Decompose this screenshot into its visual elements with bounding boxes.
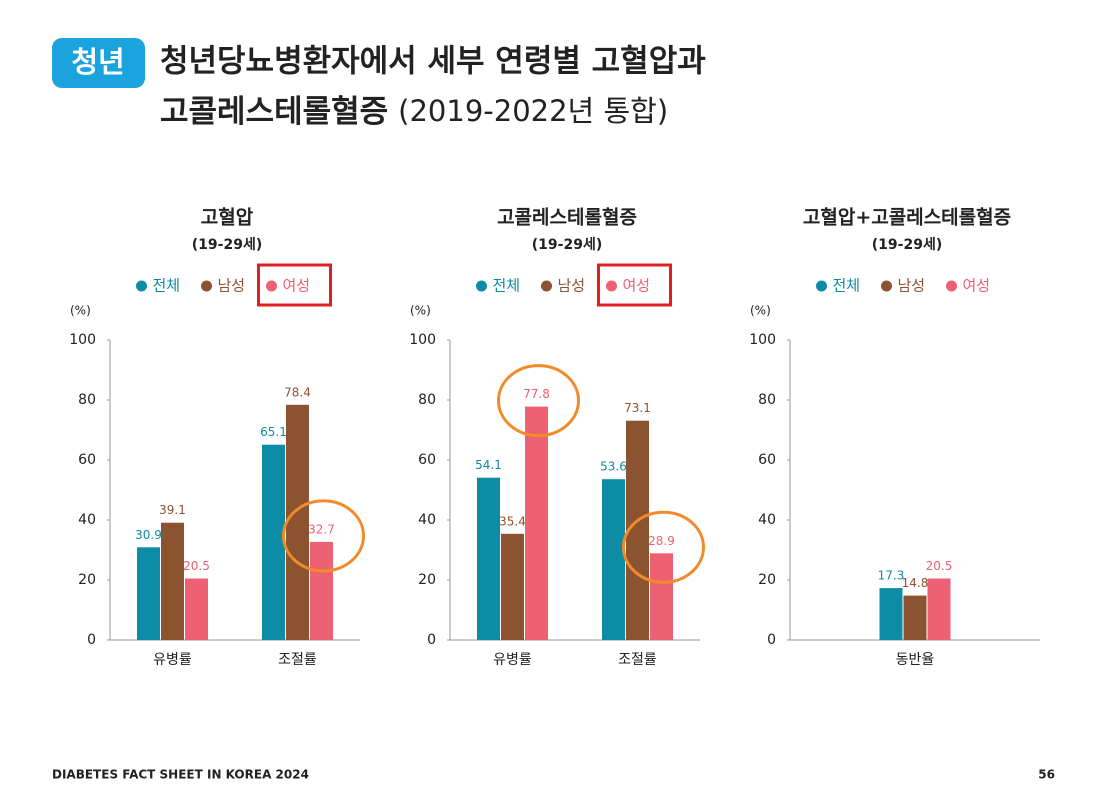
title-line1: 청년당뇨병환자에서 세부 연령별 고혈압과 xyxy=(160,44,706,80)
legend-marker xyxy=(816,280,827,292)
value-label: 65.1 xyxy=(260,425,287,439)
chart-subtitle: (19-29세) xyxy=(532,237,602,253)
value-label: 78.4 xyxy=(284,385,311,399)
x-tick-label: 유병률 xyxy=(493,652,532,668)
legend-label: 전체 xyxy=(833,277,861,295)
chart-subtitle: (19-29세) xyxy=(872,237,942,253)
chart-title: 고혈압+고콜레스테롤혈증 xyxy=(803,206,1011,229)
legend-marker xyxy=(541,280,552,292)
bar xyxy=(286,404,309,640)
title-line2: 고콜레스테롤혈증 (2019-2022년 통합) xyxy=(160,94,668,130)
y-tick-label: 60 xyxy=(418,452,436,468)
y-tick-label: 80 xyxy=(758,392,776,408)
y-tick-label: 80 xyxy=(418,392,436,408)
legend-label: 전체 xyxy=(493,277,521,295)
title-suffix: (2019-2022년 통합) xyxy=(398,94,668,128)
y-tick-label: 60 xyxy=(758,452,776,468)
legend-label: 남성 xyxy=(558,277,586,295)
highlight-circle xyxy=(497,364,580,438)
x-tick-label: 조절률 xyxy=(618,652,657,668)
bar xyxy=(879,588,903,640)
y-tick-label: 100 xyxy=(69,332,96,348)
bar xyxy=(477,477,500,640)
legend-marker xyxy=(946,280,957,292)
bar xyxy=(137,547,160,640)
bar xyxy=(650,553,673,640)
value-label: 30.9 xyxy=(135,528,162,542)
legend-label: 전체 xyxy=(153,277,181,295)
bar xyxy=(927,578,951,640)
y-tick-label: 100 xyxy=(409,332,436,348)
bar xyxy=(903,595,927,640)
y-tick-label: 0 xyxy=(427,632,436,648)
bar xyxy=(525,406,548,640)
bar xyxy=(626,420,649,640)
title-main: 고콜레스테롤혈증 xyxy=(160,94,388,130)
legend-marker xyxy=(606,280,617,292)
highlight-box xyxy=(257,263,332,307)
legend-label: 남성 xyxy=(218,277,246,295)
bar xyxy=(501,533,524,640)
chart-subtitle: (19-29세) xyxy=(192,237,262,253)
footer-left: DIABETES FACT SHEET IN KOREA 2024 xyxy=(52,768,309,782)
chart-title: 고콜레스테롤혈증 xyxy=(497,206,637,229)
value-label: 73.1 xyxy=(624,401,651,415)
value-label: 28.9 xyxy=(648,534,675,548)
chart-title: 고혈압 xyxy=(201,206,254,229)
legend-marker xyxy=(881,280,892,292)
value-label: 32.7 xyxy=(308,522,335,536)
legend-marker xyxy=(136,280,147,292)
y-tick-label: 40 xyxy=(78,512,96,528)
y-tick-label: 20 xyxy=(78,572,96,588)
legend-label: 여성 xyxy=(623,277,651,295)
bar xyxy=(161,522,184,640)
value-label: 14.8 xyxy=(902,576,929,590)
y-tick-label: 60 xyxy=(78,452,96,468)
y-axis-label: (%) xyxy=(750,304,771,318)
value-label: 54.1 xyxy=(475,458,502,472)
y-tick-label: 80 xyxy=(78,392,96,408)
x-tick-label: 조절률 xyxy=(278,652,317,668)
legend-label: 남성 xyxy=(898,277,926,295)
value-label: 20.5 xyxy=(926,559,953,573)
y-tick-label: 20 xyxy=(418,572,436,588)
bar xyxy=(185,578,208,640)
value-label: 53.6 xyxy=(600,460,627,474)
highlight-box xyxy=(597,263,672,307)
legend-label: 여성 xyxy=(283,277,311,295)
value-label: 77.8 xyxy=(523,387,550,401)
value-label: 20.5 xyxy=(183,559,210,573)
x-tick-label: 유병률 xyxy=(153,652,192,668)
y-tick-label: 0 xyxy=(87,632,96,648)
x-tick-label: 동반율 xyxy=(896,652,935,668)
badge: 청년 xyxy=(71,45,124,79)
y-tick-label: 0 xyxy=(767,632,776,648)
y-tick-label: 40 xyxy=(418,512,436,528)
value-label: 39.1 xyxy=(159,503,186,517)
bar xyxy=(310,541,333,640)
legend-marker xyxy=(476,280,487,292)
y-tick-label: 40 xyxy=(758,512,776,528)
y-tick-label: 20 xyxy=(758,572,776,588)
legend-label: 여성 xyxy=(963,277,991,295)
bar xyxy=(602,479,625,640)
page-number: 56 xyxy=(1038,768,1055,782)
y-axis-label: (%) xyxy=(70,304,91,318)
value-label: 17.3 xyxy=(878,569,905,583)
y-tick-label: 100 xyxy=(749,332,776,348)
badge-bg xyxy=(52,38,145,88)
y-axis-label: (%) xyxy=(410,304,431,318)
highlight-circle xyxy=(622,510,705,584)
bar xyxy=(262,444,285,640)
legend-marker xyxy=(201,280,212,292)
legend-marker xyxy=(266,280,277,292)
highlight-circle xyxy=(282,499,365,573)
value-label: 35.4 xyxy=(499,514,526,528)
